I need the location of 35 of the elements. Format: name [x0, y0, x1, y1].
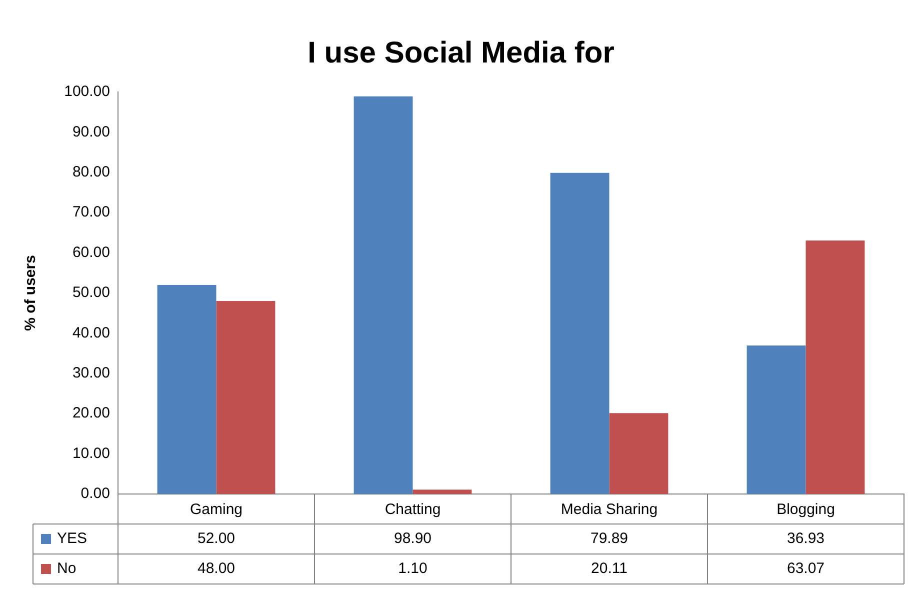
bar: [550, 172, 610, 494]
x-tick-label: Media Sharing: [560, 501, 658, 518]
data-label: 98.90: [394, 530, 432, 548]
bar: [806, 240, 865, 494]
y-axis-title: % of users: [22, 255, 40, 331]
bar: [746, 346, 806, 494]
legend-label: YES: [57, 530, 88, 548]
y-tick-label: 30.00: [72, 364, 110, 382]
bar: [354, 96, 413, 494]
y-tick-label: 80.00: [72, 164, 110, 181]
y-tick-label: 0.00: [80, 485, 110, 502]
y-tick-label: 70.00: [72, 204, 110, 221]
bar: [412, 490, 472, 494]
data-label: 1.10: [398, 560, 428, 578]
x-tick-label: Chatting: [384, 501, 441, 518]
data-label: 48.00: [197, 560, 236, 578]
data-label: 63.07: [786, 560, 825, 578]
x-tick-label: Blogging: [776, 501, 835, 518]
data-label: 79.89: [590, 530, 628, 548]
data-label: 52.00: [197, 530, 236, 548]
x-tick-label: Gaming: [190, 501, 243, 518]
bar: [216, 301, 276, 494]
y-tick-label: 90.00: [72, 123, 110, 140]
bar: [609, 413, 668, 494]
bar: [157, 284, 216, 494]
y-tick-label: 100.00: [64, 83, 110, 100]
legend-label: No: [57, 560, 76, 578]
y-tick-label: 40.00: [72, 324, 110, 342]
data-label: 36.93: [786, 530, 825, 548]
data-label: 20.11: [591, 560, 628, 578]
y-tick-label: 60.00: [72, 244, 110, 261]
y-tick-label: 10.00: [72, 444, 110, 462]
y-tick-label: 20.00: [72, 404, 110, 422]
chart-title: I use Social Media for: [308, 36, 615, 70]
y-tick-label: 50.00: [72, 284, 110, 302]
